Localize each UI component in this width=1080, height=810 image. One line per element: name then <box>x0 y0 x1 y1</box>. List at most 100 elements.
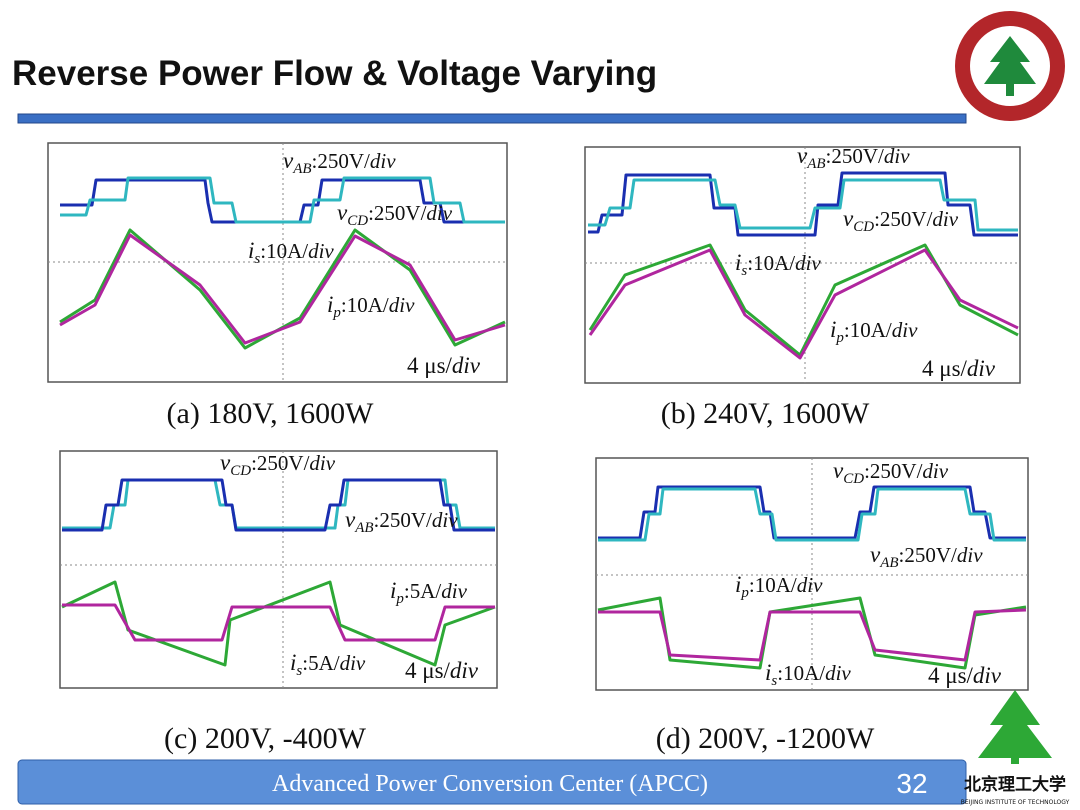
signal-sub: CD <box>843 471 864 487</box>
panel-caption: (d) 200V, -1200W <box>656 722 875 755</box>
signal-var: v <box>870 542 881 567</box>
signal-unit: div <box>432 508 458 532</box>
signal-label: ip:10A/div <box>327 292 415 321</box>
signal-label: ip:10A/div <box>830 317 918 346</box>
signal-unit: div <box>892 318 918 342</box>
signal-label: is:10A/div <box>735 250 821 279</box>
signal-scale: :10A/ <box>747 251 795 275</box>
signal-var: v <box>797 143 808 168</box>
signal-label: vCD:250V/div <box>337 200 453 229</box>
signal-var: i <box>327 292 333 317</box>
signal-unit: div <box>884 144 910 168</box>
logo-top <box>955 11 1065 121</box>
signal-label: vAB:250V/div <box>797 143 910 172</box>
time-scale: 4 μs/div <box>922 356 996 381</box>
signal-scale: :10A/ <box>777 661 825 685</box>
time-value: 4 μs/ <box>405 658 451 683</box>
signal-var: v <box>220 450 231 475</box>
signal-label: vCD:250V/div <box>833 458 949 487</box>
signal-label: vAB:250V/div <box>870 542 983 571</box>
signal-scale: :250V/ <box>874 207 933 231</box>
signal-scale: :250V/ <box>826 144 885 168</box>
signal-unit: div <box>340 651 366 675</box>
signal-sub: CD <box>853 219 874 235</box>
signal-scale: :10A/ <box>341 293 389 317</box>
panel-b <box>584 146 1021 384</box>
time-scale: 4 μs/div <box>407 353 481 378</box>
signal-label: is:10A/div <box>248 238 334 267</box>
signal-sub: s <box>254 251 260 267</box>
signal-sub: s <box>741 263 747 279</box>
signal-var: v <box>833 458 844 483</box>
signal-scale: :250V/ <box>374 508 433 532</box>
signal-unit: div <box>309 451 335 475</box>
signal-sub: AB <box>879 555 898 571</box>
signal-var: i <box>735 572 741 597</box>
footer-text: Advanced Power Conversion Center (APCC) <box>272 771 708 797</box>
panel-a <box>47 142 508 383</box>
signal-unit: div <box>370 149 396 173</box>
signal-scale: :10A/ <box>844 318 892 342</box>
time-unit: div <box>973 663 1002 688</box>
signal-scale: :5A/ <box>404 579 442 603</box>
signal-unit: div <box>389 293 415 317</box>
signal-label: vAB:250V/div <box>345 507 458 536</box>
signal-var: i <box>765 660 771 685</box>
signal-label: is:5A/div <box>290 650 366 679</box>
panel-c <box>59 450 498 689</box>
signal-sub: AB <box>292 161 311 177</box>
slide-title: Reverse Power Flow & Voltage Varying <box>12 54 657 93</box>
signal-scale: :250V/ <box>899 543 958 567</box>
signal-sub: p <box>740 585 749 601</box>
footer-bar <box>17 759 967 805</box>
signal-label: vAB:250V/div <box>283 148 396 177</box>
panel-caption: (b) 240V, 1600W <box>661 397 870 430</box>
signal-unit: div <box>932 207 958 231</box>
signal-sub: AB <box>806 156 825 172</box>
panel-caption: (a) 180V, 1600W <box>167 397 375 430</box>
signal-unit: div <box>957 543 983 567</box>
page-number: 32 <box>896 768 927 799</box>
signal-var: i <box>390 578 396 603</box>
signal-var: v <box>337 200 348 225</box>
signal-label: ip:10A/div <box>735 572 823 601</box>
signal-var: i <box>830 317 836 342</box>
signal-unit: div <box>797 573 823 597</box>
signal-unit: div <box>426 201 452 225</box>
signal-sub: CD <box>230 463 251 479</box>
time-unit: div <box>967 356 996 381</box>
signal-var: v <box>345 507 356 532</box>
signal-unit: div <box>441 579 467 603</box>
signal-sub: s <box>296 663 302 679</box>
logo-subtitle: BEIJING INSTITUTE OF TECHNOLOGY <box>961 799 1070 806</box>
title-bar <box>17 113 967 124</box>
signal-sub: AB <box>354 520 373 536</box>
signal-label: vCD:250V/div <box>220 450 336 479</box>
logo-bottom <box>978 690 1052 764</box>
signal-scale: :250V/ <box>368 201 427 225</box>
signal-sub: p <box>835 330 844 346</box>
signal-var: i <box>290 650 296 675</box>
signal-scale: :250V/ <box>312 149 371 173</box>
signal-scale: :250V/ <box>864 459 923 483</box>
panel-d <box>595 457 1029 691</box>
signal-scale: :250V/ <box>251 451 310 475</box>
signal-scale: :5A/ <box>302 651 340 675</box>
panel-caption: (c) 200V, -400W <box>164 722 367 755</box>
signal-unit: div <box>922 459 948 483</box>
signal-scale: :10A/ <box>260 239 308 263</box>
signal-sub: p <box>332 305 341 321</box>
signal-sub: s <box>771 673 777 689</box>
signal-unit: div <box>825 661 851 685</box>
signal-sub: p <box>395 591 404 607</box>
signal-label: ip:5A/div <box>390 578 468 607</box>
signal-var: i <box>735 250 741 275</box>
signal-label: vCD:250V/div <box>843 206 959 235</box>
signal-scale: :10A/ <box>749 573 797 597</box>
time-unit: div <box>450 658 479 683</box>
signal-label: is:10A/div <box>765 660 851 689</box>
signal-var: v <box>843 206 854 231</box>
time-value: 4 μs/ <box>407 353 453 378</box>
